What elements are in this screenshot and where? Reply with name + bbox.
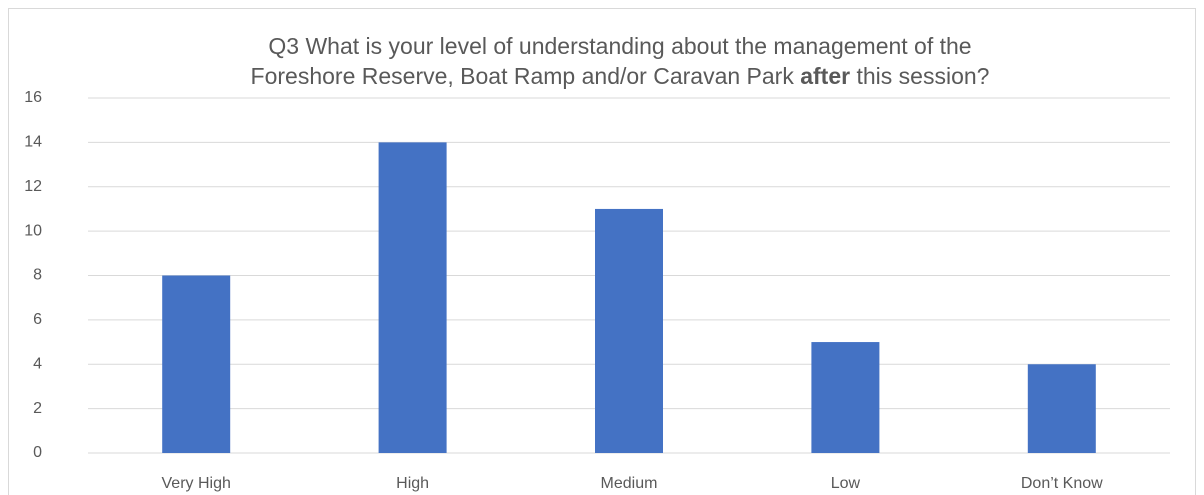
x-tick-label: Low [831, 475, 861, 492]
y-tick-label: 0 [33, 444, 42, 461]
y-tick-label: 10 [24, 222, 42, 239]
title-part: this session? [856, 63, 989, 89]
y-tick-label: 16 [24, 89, 42, 106]
y-tick-label: 8 [33, 267, 42, 284]
y-tick-label: 4 [33, 355, 42, 372]
title-part: Foreshore Reserve, Boat Ramp and/or Cara… [251, 63, 795, 89]
bar [595, 208, 663, 453]
bar [378, 142, 447, 453]
y-tick-label: 2 [33, 400, 42, 417]
y-tick-label: 14 [24, 134, 42, 151]
y-tick-label: 6 [33, 311, 42, 328]
x-tick-label: Medium [601, 475, 658, 492]
chart-title: Q3 What is your level of understanding a… [268, 33, 971, 59]
x-tick-label: High [396, 475, 429, 492]
x-tick-label: Very High [162, 475, 231, 492]
chart-title: Foreshore Reserve, Boat Ramp and/or Cara… [251, 63, 990, 89]
bar [1027, 364, 1096, 453]
bar [162, 275, 231, 453]
bar [811, 342, 880, 453]
title-emphasis: after [800, 63, 850, 89]
y-tick-label: 12 [24, 178, 42, 195]
x-tick-label: Don’t Know [1021, 475, 1103, 492]
